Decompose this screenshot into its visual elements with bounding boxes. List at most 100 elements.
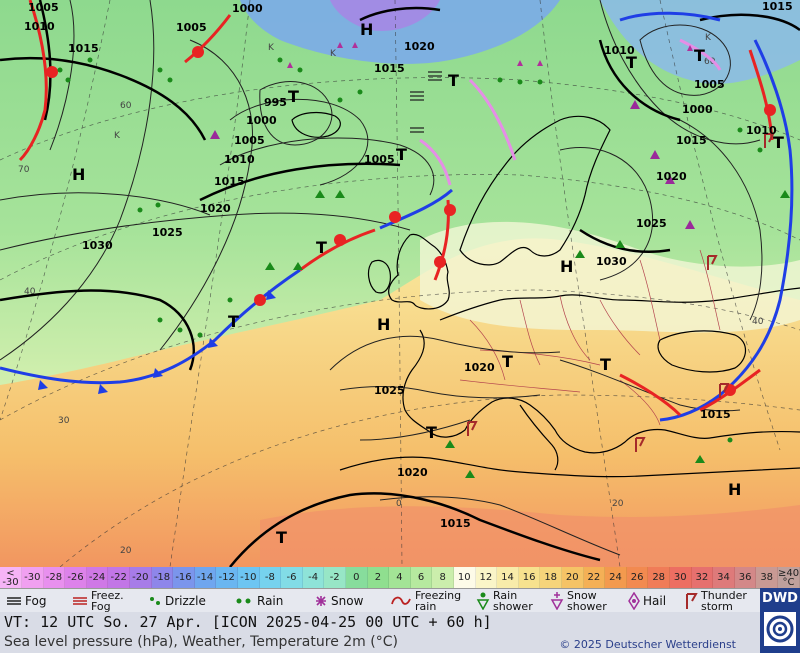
isobar-label: 1005 bbox=[234, 134, 265, 147]
colorbar-step: 30 bbox=[670, 567, 692, 588]
isobar-label: 1020 bbox=[200, 202, 231, 215]
snow-icon bbox=[316, 596, 326, 606]
warm-front bbox=[18, 0, 774, 417]
weather-legend: Fog Freez. Fog Drizzle Rain Snow Freezin… bbox=[0, 588, 760, 613]
coast-britain bbox=[388, 233, 450, 310]
colorbar-step: 0 bbox=[346, 567, 368, 588]
legend-snow-shower: Snow shower bbox=[550, 590, 607, 612]
colorbar-step: -18 bbox=[151, 567, 174, 588]
low-center-atlantic: T bbox=[316, 238, 327, 257]
high-center-biscay: H bbox=[377, 315, 390, 334]
colorbar-step: -8 bbox=[259, 567, 282, 588]
lon-label-20: 20 bbox=[612, 499, 624, 509]
lat-label-40: 40 bbox=[24, 287, 36, 297]
colorbar-step: -28 bbox=[43, 567, 66, 588]
colorbar-step: -22 bbox=[108, 567, 130, 588]
copyright-notice: © 2025 Deutscher Wetterdienst bbox=[559, 638, 736, 651]
isobar-label: 1010 bbox=[24, 20, 55, 33]
isobar-label: 1020 bbox=[464, 361, 495, 374]
legend-freezing-rain-label: Freezing rain bbox=[415, 589, 462, 613]
isobar-labels: 1005 1010 1015 1000 1005 995 1000 1005 1… bbox=[24, 0, 793, 530]
colorbar-step: 28 bbox=[648, 567, 670, 588]
high-center-east: H bbox=[728, 480, 741, 499]
isobar-label: 1020 bbox=[404, 40, 435, 53]
cold-air-k-1: K bbox=[268, 43, 275, 53]
dwd-logo: DWD bbox=[760, 588, 800, 653]
high-center-central-europe: H bbox=[560, 257, 573, 276]
cold-air-k-4: K bbox=[705, 33, 712, 43]
colorbar-step: -12 bbox=[216, 567, 238, 588]
coast-blacksea bbox=[657, 330, 747, 373]
legend-freezing-rain: Freezing rain bbox=[390, 590, 461, 612]
isobar-label: 1015 bbox=[676, 134, 707, 147]
isobar-label: 1000 bbox=[246, 114, 277, 127]
legend-fog: Fog bbox=[6, 590, 46, 612]
isobar-label: 1005 bbox=[364, 153, 395, 166]
low-center-iceland: T bbox=[288, 87, 299, 106]
graticule-labels: 70 60 40 30 20 0 20 40 60 bbox=[18, 57, 764, 556]
legend-rain: Rain bbox=[234, 590, 283, 612]
cold-air-k-2: K bbox=[330, 49, 337, 59]
freezing-fog-icon bbox=[73, 597, 87, 605]
colorbar-step: -16 bbox=[173, 567, 195, 588]
colorbar-step: -30 bbox=[22, 567, 44, 588]
temperature-field-arctic-east bbox=[600, 0, 800, 84]
low-center-iberia: T bbox=[426, 423, 437, 442]
legend-hail: Hail bbox=[628, 590, 666, 612]
weather-symbols-thunderstorm bbox=[467, 133, 775, 452]
lat-label-20: 20 bbox=[120, 546, 132, 556]
high-center-arctic: H bbox=[360, 20, 373, 39]
cold-air-k-3: K bbox=[114, 131, 121, 141]
low-center-urals: T bbox=[773, 133, 784, 152]
colorbar-step: 36 bbox=[734, 567, 757, 588]
coast-scandinavia bbox=[459, 115, 611, 266]
legend-snow-label: Snow bbox=[331, 594, 364, 608]
colorbar-step: 14 bbox=[497, 567, 519, 588]
low-center-barents: T bbox=[626, 53, 637, 72]
isobar-label: 1020 bbox=[397, 466, 428, 479]
legend-snow: Snow bbox=[314, 590, 363, 612]
legend-rain-shower: Rain shower bbox=[476, 590, 533, 612]
isobar-label: 995 bbox=[264, 96, 287, 109]
isobar-label: 1000 bbox=[682, 103, 713, 116]
colorbar-step: 10 bbox=[454, 567, 476, 588]
isobar-label: 1005 bbox=[694, 78, 725, 91]
colorbar-step: 16 bbox=[518, 567, 541, 588]
cold-front bbox=[0, 11, 794, 422]
isobar-label: 1005 bbox=[28, 1, 59, 14]
colorbar-step: 2 bbox=[367, 567, 390, 588]
coastlines bbox=[291, 111, 800, 478]
national-borders bbox=[459, 249, 721, 426]
isobars bbox=[0, 0, 763, 556]
occlusion-front bbox=[419, 38, 722, 186]
low-center-atlantic-2: T bbox=[228, 312, 239, 331]
coast-iceland bbox=[291, 111, 341, 138]
colorbar-step: -26 bbox=[65, 567, 87, 588]
coast-africa bbox=[339, 456, 800, 478]
colorbar-high-end: ≥40 °C bbox=[777, 567, 800, 588]
legend-thunderstorm: Thunder storm bbox=[684, 590, 747, 612]
isobar-label: 1015 bbox=[700, 408, 731, 421]
snow-shower-icon bbox=[550, 592, 564, 610]
low-center-norway-sea: T bbox=[448, 71, 459, 90]
dwd-swirl-icon bbox=[764, 612, 796, 646]
isobar-label: 1015 bbox=[762, 0, 793, 13]
colorbar-low-end: < -30 bbox=[0, 567, 22, 588]
lat-label-70: 70 bbox=[18, 165, 30, 175]
legend-freezing-fog: Freez. Fog bbox=[72, 590, 124, 612]
colorbar-step: -4 bbox=[302, 567, 325, 588]
isobar-label: 1015 bbox=[214, 175, 245, 188]
isobar-label: 1000 bbox=[232, 2, 263, 15]
isobar-label: 1010 bbox=[604, 44, 635, 57]
lon-label-0: 0 bbox=[396, 499, 402, 509]
legend-drizzle-label: Drizzle bbox=[165, 594, 206, 608]
isobar-label: 1025 bbox=[636, 217, 667, 230]
fog-icon bbox=[7, 597, 21, 605]
isobar-label: 1005 bbox=[176, 21, 207, 34]
drizzle-icon bbox=[150, 597, 160, 605]
colorbar-step: -6 bbox=[281, 567, 303, 588]
legend-rain-shower-label: Rain shower bbox=[493, 589, 533, 613]
colorbar-step: 22 bbox=[583, 567, 606, 588]
low-center-kara: T bbox=[694, 46, 705, 65]
isobar-label: 1015 bbox=[374, 62, 405, 75]
